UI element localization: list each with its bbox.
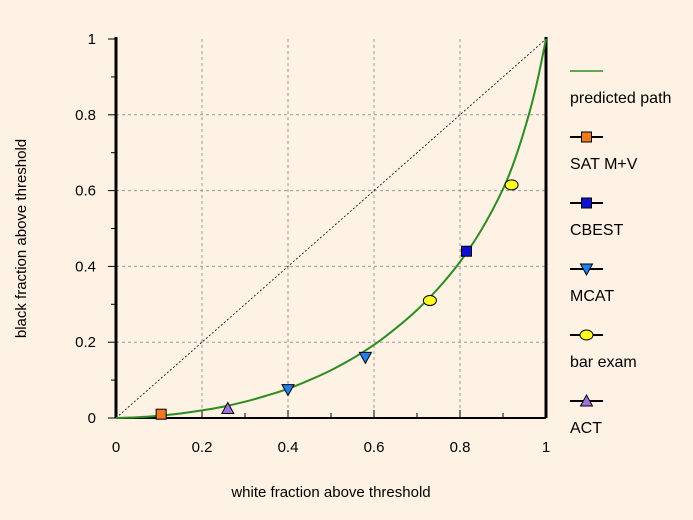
y-axis-label: black fraction above threshold [13,139,30,338]
bar-exam-point [422,295,437,307]
legend-swatch-act [579,393,594,407]
legend-item-mcat: MCAT [570,263,614,305]
x-tick-label: 0.4 [278,439,299,456]
y-tick-label: 0.4 [75,258,96,275]
legend-label-predicted-path: predicted path [570,90,671,107]
legend-swatch-sat-m-v [581,131,592,143]
legend-item-predicted-path: predicted path [570,70,671,107]
act-point [220,401,235,415]
predicted-path-line [115,38,547,419]
legend-label-act: ACT [570,420,602,437]
legend-swatch-mcat [579,263,594,277]
diagonal-reference-line [115,38,547,419]
x-tick-label: 0.6 [364,439,385,456]
legend-item-bar-exam: bar exam [570,329,637,371]
mcat-point [358,351,373,365]
axes [108,37,548,419]
legend-item-cbest: CBEST [570,197,624,239]
mcat-point [281,384,295,397]
legend-item-sat-m-v: SAT M+V [570,131,638,173]
data-points [155,179,519,420]
x-tick-label: 0 [112,439,120,456]
sat-m-v-point [155,408,167,420]
y-tick-label: 1 [88,31,96,48]
x-tick-label: 1 [542,439,550,456]
bar-exam-point [504,179,519,191]
legend-swatch-cbest [581,197,592,209]
y-tick-label: 0.8 [75,107,96,124]
x-tick-label: 0.8 [450,439,471,456]
legend-item-act: ACT [570,393,603,437]
x-tick-labels: 0 0.2 0.4 0.6 0.8 1 [112,439,550,456]
y-tick-labels: 0 0.2 0.4 0.6 0.8 1 [75,31,96,427]
legend-label-bar-exam: bar exam [570,354,637,371]
y-tick-label: 0 [88,410,96,427]
legend: predicted path SAT M+V CBEST MCAT bar exam AC… [570,70,671,437]
y-tick-label: 0.6 [75,183,96,200]
cbest-point [460,245,472,257]
x-axis-label: white fraction above threshold [230,484,430,501]
y-tick-label: 0.2 [75,334,96,351]
legend-label-cbest: CBEST [570,222,624,239]
legend-label-mcat: MCAT [570,288,614,305]
x-tick-label: 0.2 [192,439,213,456]
legend-swatch-bar-exam [579,329,594,341]
legend-label-sat-m-v: SAT M+V [570,156,638,173]
